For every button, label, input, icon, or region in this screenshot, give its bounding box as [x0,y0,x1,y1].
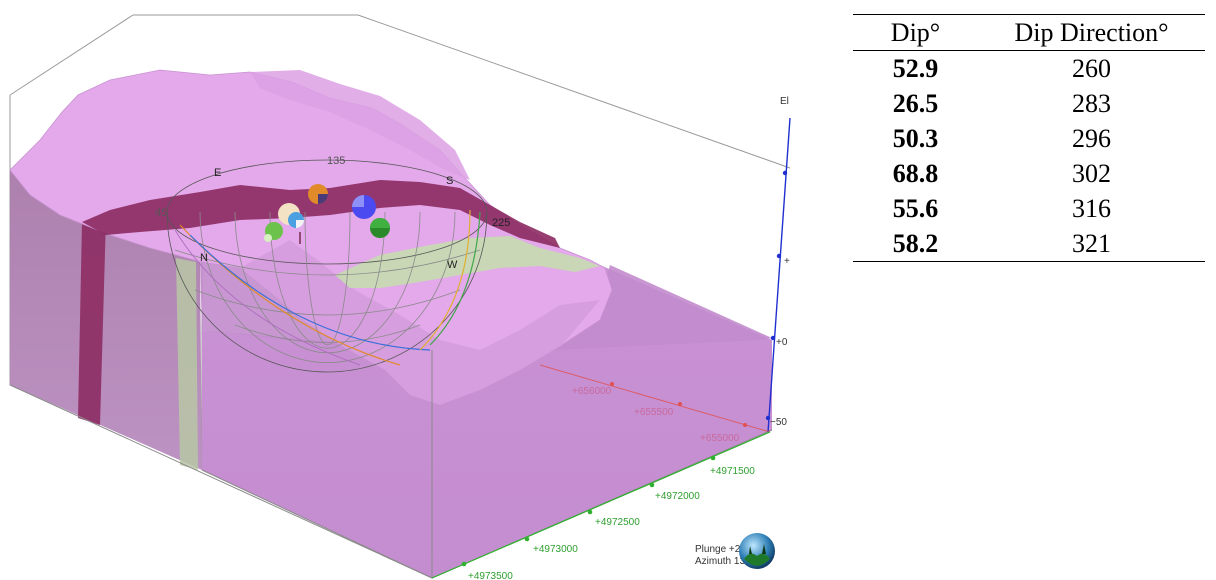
dip-column-header: Dip° [853,14,978,51]
stereonet-label-225: 225 [492,217,510,229]
stereonet-label-n: N [200,252,208,264]
northing-tick-label: +4972000 [655,491,700,502]
dip-cell: 26.5 [892,88,939,118]
green-unit-surface [335,236,600,288]
easting-axis [539,364,771,433]
dip-table-container: Dip° Dip Direction° 52.9 260 26.5 283 50… [853,14,1205,262]
stereonet-label-s: S [446,175,453,187]
dip-cell: 58.2 [853,226,978,262]
stereonet-hemisphere [166,159,488,373]
easting-tick-label: +656000 [572,386,612,397]
northing-axis [431,431,771,579]
easting-tick-label: +655000 [700,433,740,444]
dip-direction-column-header: Dip Direction° [978,14,1205,51]
3d-geology-viewport[interactable]: E S N W 135 45 225 El + +0 −50 +656000 +… [0,0,800,580]
globe-compass-icon[interactable] [738,532,776,570]
dip-cell: 55.6 [892,193,939,223]
table-row: 52.9 260 [853,51,1205,87]
stereonet-label-w: W [447,259,458,271]
plunge-readout: Plunge +22 [695,544,746,555]
dip-cell: 50.3 [892,123,939,153]
table-row: 58.2 321 [853,226,1205,262]
northing-tick-label: +4973000 [533,544,578,555]
dip-direction-cell: 283 [1072,88,1111,118]
northing-tick-label: +4973500 [468,571,513,580]
northing-tick-label: +4972500 [595,517,640,528]
easting-tick-label: +655500 [634,407,674,418]
green-dike-vertical [176,258,198,470]
dip-direction-cell: 260 [1072,53,1111,83]
dip-direction-cell: 321 [978,226,1205,262]
pole-marker-lightgreen-small [264,234,272,242]
elevation-axis-title: El [780,96,789,107]
northing-tick-label: +4971500 [710,466,755,477]
stereonet-label-e: E [214,167,221,179]
pole-markers [264,184,390,244]
terrain-ridge-back [250,70,470,180]
dip-direction-cell: 296 [1072,123,1111,153]
elevation-tick-label: + [784,256,790,267]
azimuth-readout: Azimuth 131 [695,556,751,567]
table-row: 50.3 296 [853,121,1205,156]
table-row: 68.8 302 [853,156,1205,191]
dip-table: Dip° Dip Direction° 52.9 260 26.5 283 50… [853,14,1205,262]
table-row: 55.6 316 [853,191,1205,226]
dip-cell: 68.8 [892,158,939,188]
table-row: 26.5 283 [853,86,1205,121]
dip-cell: 52.9 [892,53,939,83]
elevation-tick-label: +0 [776,337,788,348]
dip-direction-cell: 302 [1072,158,1111,188]
stereonet-label-45: 45 [155,207,167,219]
terrain-slope-front [240,240,600,405]
view-orientation-readout: Plunge +22 Azimuth 131 [695,544,751,568]
elevation-axis [765,117,791,433]
block-left-face [10,170,202,470]
elevation-tick-label: −50 [770,417,787,428]
table-header-row: Dip° Dip Direction° [853,14,1205,51]
fault-band-surface [82,180,560,248]
stereonet-label-135: 135 [327,155,345,167]
fault-band-vertical [78,218,106,425]
dip-direction-cell: 316 [1072,193,1111,223]
